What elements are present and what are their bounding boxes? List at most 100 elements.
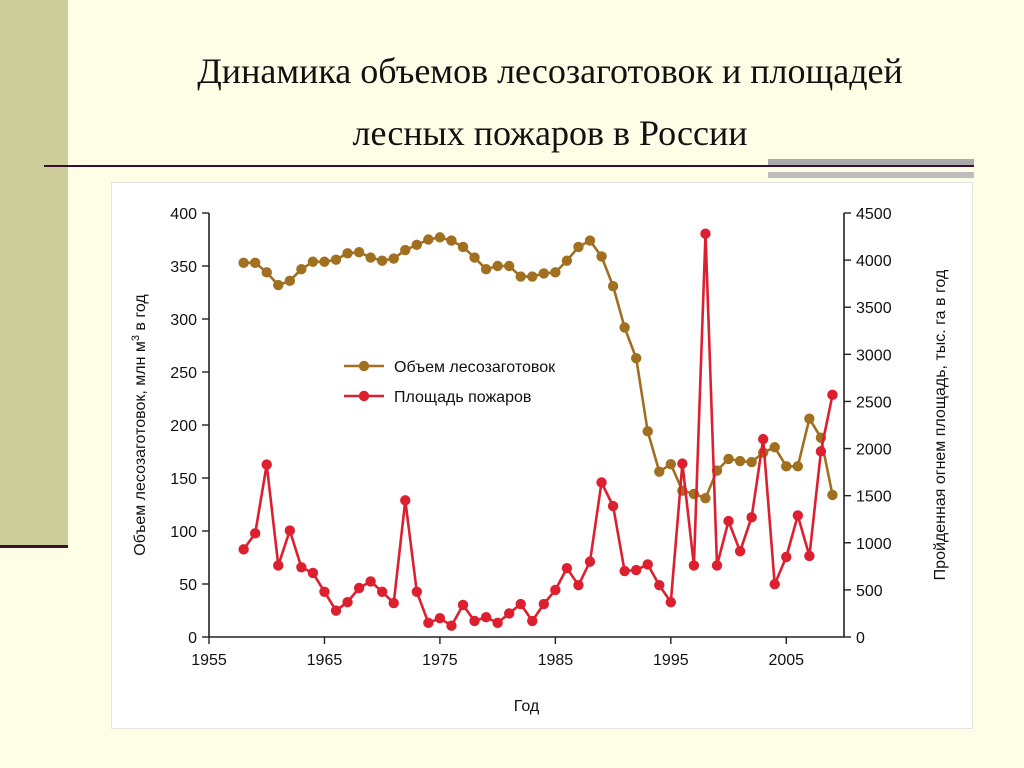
data-point — [469, 615, 480, 627]
y-right-tick-label: 1000 — [856, 536, 892, 553]
data-point — [492, 617, 503, 629]
data-point — [480, 263, 492, 275]
data-point — [792, 461, 804, 472]
data-point — [688, 560, 700, 571]
data-point — [584, 235, 596, 246]
y-left-tick-label: 150 — [170, 471, 197, 488]
data-point — [492, 260, 503, 272]
x-tick-label: 2005 — [768, 652, 804, 669]
dual-axis-line-chart: 1955 1965 1975 1985 1995 2005 0 50 100 150 200 250 3… — [130, 206, 949, 715]
data-point — [273, 560, 284, 571]
data-point — [284, 525, 296, 536]
y-right-tick-label: 500 — [856, 583, 883, 600]
data-point — [769, 579, 780, 590]
y-left-tick-label: 200 — [170, 418, 197, 435]
data-point — [550, 267, 561, 278]
title-rule-accent-lower — [768, 172, 974, 178]
side-accent-bar — [0, 0, 68, 545]
legend-entry: Площадь пожаров — [344, 389, 531, 406]
y-axis-left-title-superscript: 3 — [130, 335, 142, 341]
data-point — [411, 586, 423, 597]
legend-label: Площадь пожаров — [394, 389, 531, 406]
data-point — [457, 599, 469, 611]
data-point — [827, 389, 838, 401]
legend-swatch-marker — [358, 390, 370, 402]
data-point — [619, 322, 630, 333]
data-point — [296, 263, 307, 275]
y-left-tick-label: 0 — [188, 630, 197, 647]
y-axis-left-title-tail: в год — [132, 294, 149, 335]
chart-legend: Объем лесозаготовок Площадь пожаров — [344, 359, 556, 406]
chart-axes: 1955 1965 1975 1985 1995 2005 0 50 100 150 200 250 3… — [170, 206, 891, 669]
data-point — [376, 586, 388, 597]
y-right-tick-label: 2000 — [856, 442, 892, 459]
data-point — [411, 239, 423, 250]
data-point — [423, 617, 434, 629]
data-point — [561, 255, 573, 266]
data-point — [584, 556, 596, 567]
data-point — [388, 597, 399, 609]
slide-title-line-1: Динамика объемов лесозаготовок и площаде… — [197, 51, 903, 91]
data-point — [273, 279, 284, 291]
y-right-tick-label: 3500 — [856, 300, 892, 317]
data-point — [746, 512, 757, 523]
data-point — [723, 515, 734, 527]
data-point — [550, 584, 561, 596]
data-point — [365, 252, 376, 263]
data-point — [746, 456, 757, 468]
title-divider — [44, 165, 974, 167]
data-point — [654, 579, 665, 591]
series-fires — [238, 228, 838, 631]
data-point — [330, 605, 342, 616]
data-point — [769, 442, 780, 453]
data-point — [642, 559, 653, 570]
data-point — [319, 256, 330, 267]
data-point — [630, 353, 642, 364]
x-axis-title: Год — [514, 698, 540, 715]
data-point — [561, 563, 573, 574]
y-left-tick-label: 100 — [170, 524, 197, 541]
legend-label: Объем лесозаготовок — [394, 359, 556, 376]
data-point — [734, 455, 746, 467]
series-line — [243, 236, 834, 500]
data-point — [365, 576, 376, 587]
y-left-tick-label: 350 — [170, 259, 197, 276]
y-right-tick-label: 3000 — [856, 347, 892, 364]
data-point — [434, 232, 446, 243]
data-point — [238, 257, 249, 269]
data-point — [353, 582, 365, 594]
x-tick-label: 1965 — [307, 652, 343, 669]
data-point — [596, 477, 607, 488]
y-axis-left-title-main: Объем лесозаготовок, млн м — [132, 341, 149, 556]
data-point — [700, 492, 711, 504]
data-point — [573, 241, 584, 253]
data-point — [515, 271, 526, 282]
data-point — [607, 500, 619, 512]
data-point — [527, 615, 538, 627]
data-point — [307, 256, 319, 267]
y-right-tick-label: 0 — [856, 630, 865, 647]
data-point — [573, 579, 584, 591]
y-axis-left-title: Объем лесозаготовок, млн м3 в год — [130, 294, 149, 556]
y-axis-right-title: Пройденная огнем площадь, тыс. га в год — [932, 269, 949, 580]
data-point — [827, 489, 838, 501]
data-point — [296, 562, 307, 573]
data-point — [342, 248, 353, 259]
y-left-tick-label: 400 — [170, 206, 197, 223]
data-point — [723, 453, 734, 465]
data-point — [781, 551, 792, 563]
data-point — [538, 268, 550, 279]
x-tick-label: 1985 — [538, 652, 574, 669]
y-right-tick-label: 1500 — [856, 489, 892, 506]
data-point — [342, 596, 353, 608]
data-point — [677, 458, 688, 469]
x-tick-label: 1955 — [191, 652, 227, 669]
data-point — [388, 253, 399, 264]
data-point — [400, 495, 411, 506]
slide-title: Динамика объемов лесозаготовок и площаде… — [100, 40, 1000, 164]
y-right-tick-label: 2500 — [856, 394, 892, 411]
series-line — [242, 232, 834, 628]
data-point — [284, 275, 296, 287]
data-point — [249, 528, 261, 539]
data-point — [307, 567, 319, 579]
